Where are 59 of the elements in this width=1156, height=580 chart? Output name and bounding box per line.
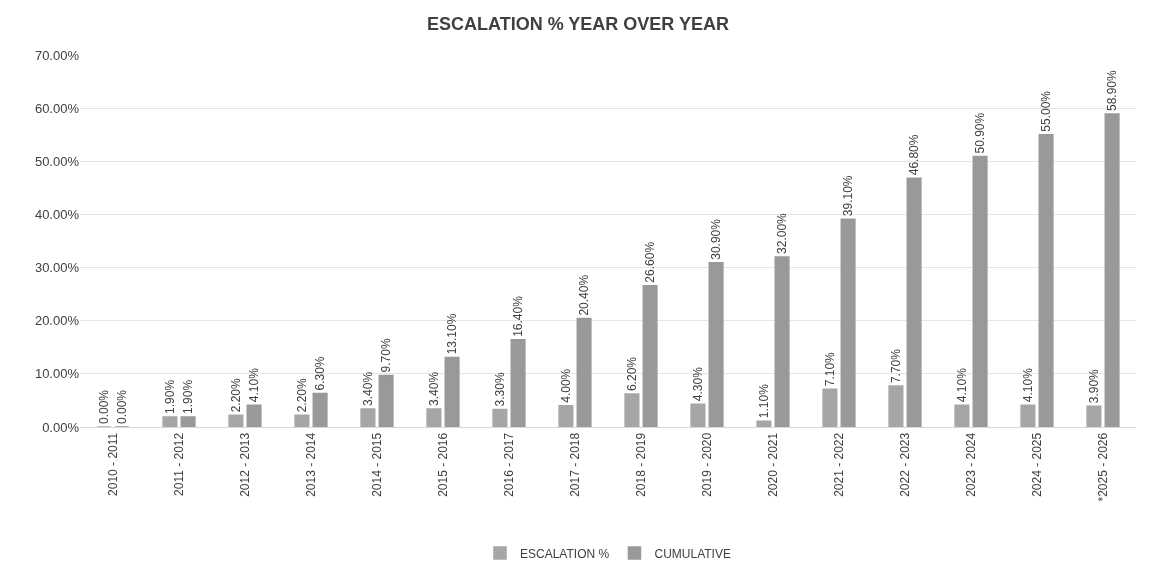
y-tick-label: 0.00% [42,419,80,435]
x-tick-label: 2014 - 2015 [369,432,384,497]
data-label: 30.90% [709,218,724,260]
data-label: 7.70% [888,348,903,384]
x-tick-label: 2017 - 2018 [567,432,582,497]
x-tick-label: 2020 - 2021 [765,432,780,497]
data-label: 3.40% [426,371,441,406]
data-label: 50.90% [973,112,988,154]
data-label: 0.00% [96,389,111,424]
data-label: 4.10% [954,367,969,403]
data-label: 4.10% [247,367,262,403]
y-tick-label: 10.00% [34,366,80,382]
y-tick-label: 20.00% [34,313,80,329]
data-label: 2.20% [294,377,309,413]
chart-title: ESCALATION % YEAR OVER YEAR [426,14,730,34]
data-label: 55.00% [1039,90,1054,132]
data-label: 3.30% [492,372,507,407]
data-label: 20.40% [577,274,592,316]
x-tick-label: 2016 - 2017 [501,432,516,497]
data-label: 2.20% [228,377,243,413]
y-tick-label: 30.00% [34,260,80,276]
x-tick-label: 2018 - 2019 [633,432,648,497]
data-label: 58.90% [1105,69,1120,111]
data-label: 4.30% [690,366,705,402]
legend-label: CUMULATIVE [654,546,731,561]
data-label: 39.10% [841,175,856,217]
data-label: 9.70% [379,338,394,373]
y-tick-label: 50.00% [34,153,80,169]
data-label: 1.10% [756,383,771,419]
data-label: 16.40% [511,295,526,337]
x-tick-label: 2011 - 2012 [171,432,186,496]
data-label: 4.10% [1020,367,1035,403]
x-tick-label: 2015 - 2016 [435,432,450,497]
data-label: 3.40% [360,371,375,406]
x-tick-label: 2023 - 2024 [963,432,978,497]
data-label: 3.90% [1086,368,1101,404]
x-tick-label: 2010 - 2011 [105,432,120,496]
x-tick-label: *2025 - 2026 [1095,432,1110,502]
x-tick-label: 2024 - 2025 [1029,432,1044,497]
data-label: 1.90% [162,379,177,414]
y-tick-label: 70.00% [34,47,80,63]
data-label: 26.60% [643,241,658,283]
y-tick-label: 60.00% [34,100,80,116]
x-tick-label: 2013 - 2014 [303,432,318,497]
y-tick-label: 40.00% [34,206,80,222]
x-tick-label: 2021 - 2022 [831,432,846,497]
data-label: 4.00% [558,368,573,403]
data-label: 6.30% [313,356,328,391]
data-label: 1.90% [181,379,196,414]
legend-label: ESCALATION % [520,546,610,561]
data-label: 6.20% [624,356,639,392]
data-label: 13.10% [445,313,460,355]
data-label: 46.80% [907,134,922,176]
x-tick-label: 2019 - 2020 [699,432,714,497]
data-label: 7.10% [822,351,837,387]
x-tick-label: 2022 - 2023 [897,432,912,497]
data-label: 0.00% [115,389,130,424]
x-tick-label: 2012 - 2013 [237,432,252,497]
data-label: 32.00% [775,212,790,254]
